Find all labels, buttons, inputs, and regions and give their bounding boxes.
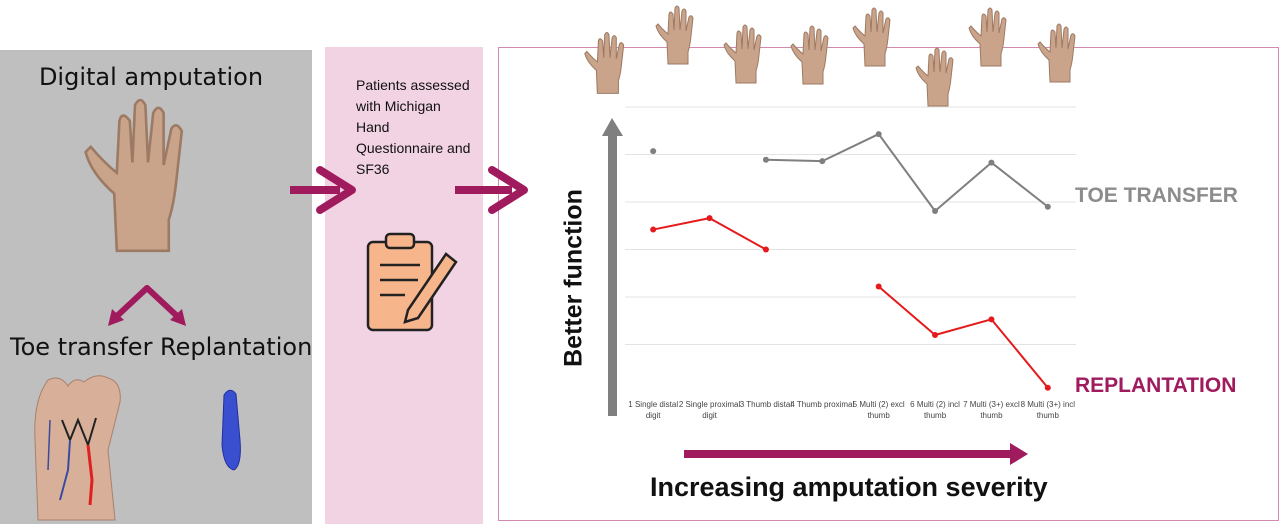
x-tick-label: 6 Multi (2) incl thumb [910,400,960,420]
replantation-label: Replantation [160,333,313,361]
series-line-segment [934,318,992,336]
gridlines [625,106,1076,345]
data-point [762,156,769,163]
series-line-segment [709,217,767,251]
series-layer [650,131,1051,391]
line-chart [625,106,1076,391]
data-point [932,332,939,338]
x-tick-label: 7 Multi (3+) excl thumb [963,400,1020,420]
legend-replantation: REPLANTATION [1075,374,1237,397]
data-point [875,131,882,138]
x-axis-title: Increasing amputation severity [650,472,1048,502]
arrow-right-icon [290,166,356,214]
series-line-segment [821,133,880,163]
data-point [819,158,826,165]
x-tick-label: 2 Single proximal digit [678,400,741,420]
hand-photo [84,98,184,253]
x-tick-label: 8 Multi (3+) incl thumb [1020,400,1076,420]
series-line-segment [934,161,993,212]
series-toe-transfer [650,131,1051,215]
assessment-text: Patients assessed with Michigan Hand Que… [356,77,471,177]
hand-photo-1 [584,31,625,94]
data-point [650,148,657,155]
arrow-right-icon-2 [455,166,528,214]
data-point [1044,203,1051,210]
hand-photo-8 [1037,23,1076,83]
y-axis-arrow [602,118,623,416]
chart-panel [498,47,1279,521]
branch-arrowhead-right-icon [170,309,186,326]
hand-row [584,5,1076,107]
data-point [650,226,657,233]
toe-transfer-foot [34,375,121,521]
hand-photo-5 [852,7,891,67]
x-tick-label: 1 Single distal digit [628,400,679,420]
data-point [932,208,939,215]
series-replantation [650,215,1051,391]
data-point [1044,384,1051,391]
replanted-digit [221,389,241,471]
series-line-segment [765,158,823,163]
digital-amputation-title: Digital amputation [38,63,264,91]
data-point [706,215,713,222]
data-point [875,283,882,290]
legend-toe-transfer: TOE TRANSFER [1075,184,1238,207]
series-line-segment [652,217,710,231]
hand-photo-6 [915,47,954,107]
x-tick-label: 3 Thumb distal [739,400,793,409]
clipboard-pen-icon [366,232,458,332]
series-line-segment [990,318,1049,389]
hand-photo-3 [723,24,762,84]
x-axis-arrow [684,443,1028,465]
hand-photo-2 [655,5,694,65]
branch-arrowhead-left-icon [108,309,124,326]
toe-transfer-label: Toe transfer [10,333,153,361]
branch-arrow-icon [114,285,180,319]
series-line-segment [877,133,936,212]
y-axis-title: Better function [559,189,588,367]
x-tick-label: 5 Multi (2) excl thumb [852,400,905,420]
hand-photo-4 [790,25,829,85]
series-line-segment [878,285,936,336]
data-point [762,246,769,253]
data-point [988,159,995,166]
data-point [988,316,995,323]
x-tick-label: 4 Thumb proximal [790,400,855,409]
series-line-segment [990,161,1049,208]
hand-photo-7 [968,7,1007,67]
